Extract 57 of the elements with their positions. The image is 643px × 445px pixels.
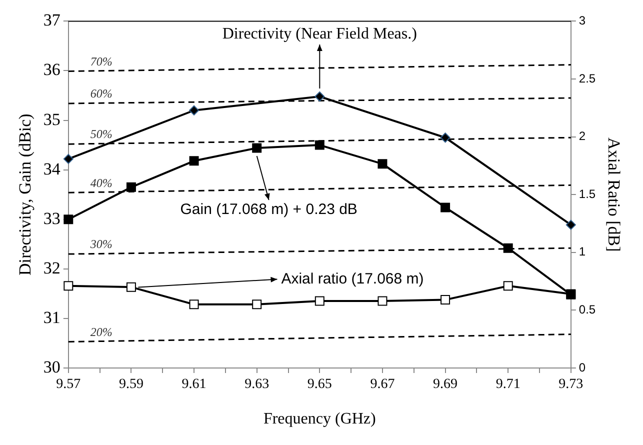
y-tick-label: 34: [43, 159, 61, 178]
x-tick-label: 9.67: [370, 377, 395, 392]
y-tick-label: 35: [43, 110, 60, 129]
series-label: 60%: [90, 86, 112, 101]
point: [503, 243, 513, 253]
series-label: 30%: [89, 237, 112, 252]
point: [378, 296, 388, 306]
x-tick-label: 9.63: [244, 377, 270, 392]
x-tick-label: 9.65: [307, 377, 332, 392]
point: [252, 300, 262, 310]
point: [440, 202, 450, 212]
y2-axis-title: Axial Ratio [dB]: [604, 137, 624, 252]
x-tick-label: 9.71: [496, 377, 520, 392]
point: [126, 282, 136, 292]
point: [252, 143, 262, 153]
point: [189, 300, 199, 310]
y2-tick-label: 3: [578, 14, 586, 28]
y-tick-label: 30: [43, 357, 60, 376]
series-label: 50%: [90, 127, 112, 142]
series-label: 40%: [90, 176, 112, 190]
point: [566, 220, 576, 230]
y-tick-label: 36: [43, 60, 60, 80]
y-tick-label: 31: [43, 308, 60, 327]
x-tick-label: 9.59: [118, 377, 144, 392]
x-tick-label: 9.61: [182, 377, 206, 392]
point: [63, 154, 74, 164]
y2-tick-label: 0: [578, 360, 586, 374]
point: [314, 296, 324, 306]
point: [378, 159, 388, 169]
x-axis-title: Frequency (GHz): [263, 410, 376, 428]
point: [64, 281, 74, 291]
point: [440, 132, 450, 143]
point: [126, 182, 136, 192]
y-tick-label: 32: [43, 258, 60, 278]
point: [189, 105, 200, 116]
y2-tick-label: 0.5: [578, 302, 596, 317]
point: [64, 214, 74, 224]
y-axis-title: Directivity, Gain (dBic): [16, 114, 35, 276]
y2-tick-label: 2: [578, 129, 586, 144]
series-label: 20%: [90, 324, 112, 339]
annotation: Directivity (Near Field Meas.): [222, 26, 417, 43]
y2-tick-label: 2.5: [578, 71, 596, 86]
point: [503, 281, 513, 291]
series-label: 70%: [90, 54, 112, 68]
point: [440, 295, 450, 305]
y2-tick-label: 1: [578, 244, 586, 259]
x-tick-label: 9.57: [56, 377, 81, 392]
point: [314, 92, 325, 102]
point: [314, 140, 324, 150]
x-tick-label: 9.73: [558, 377, 584, 392]
point: [189, 156, 199, 166]
y-tick-label: 33: [43, 208, 60, 228]
y2-tick-label: 1.5: [578, 186, 596, 201]
x-tick-label: 9.69: [433, 377, 458, 392]
annotation: Axial ratio (17.068 m): [281, 270, 424, 288]
annotation: Gain (17.068 m) + 0.23 dB: [180, 201, 358, 218]
y-tick-label: 37: [43, 10, 61, 30]
